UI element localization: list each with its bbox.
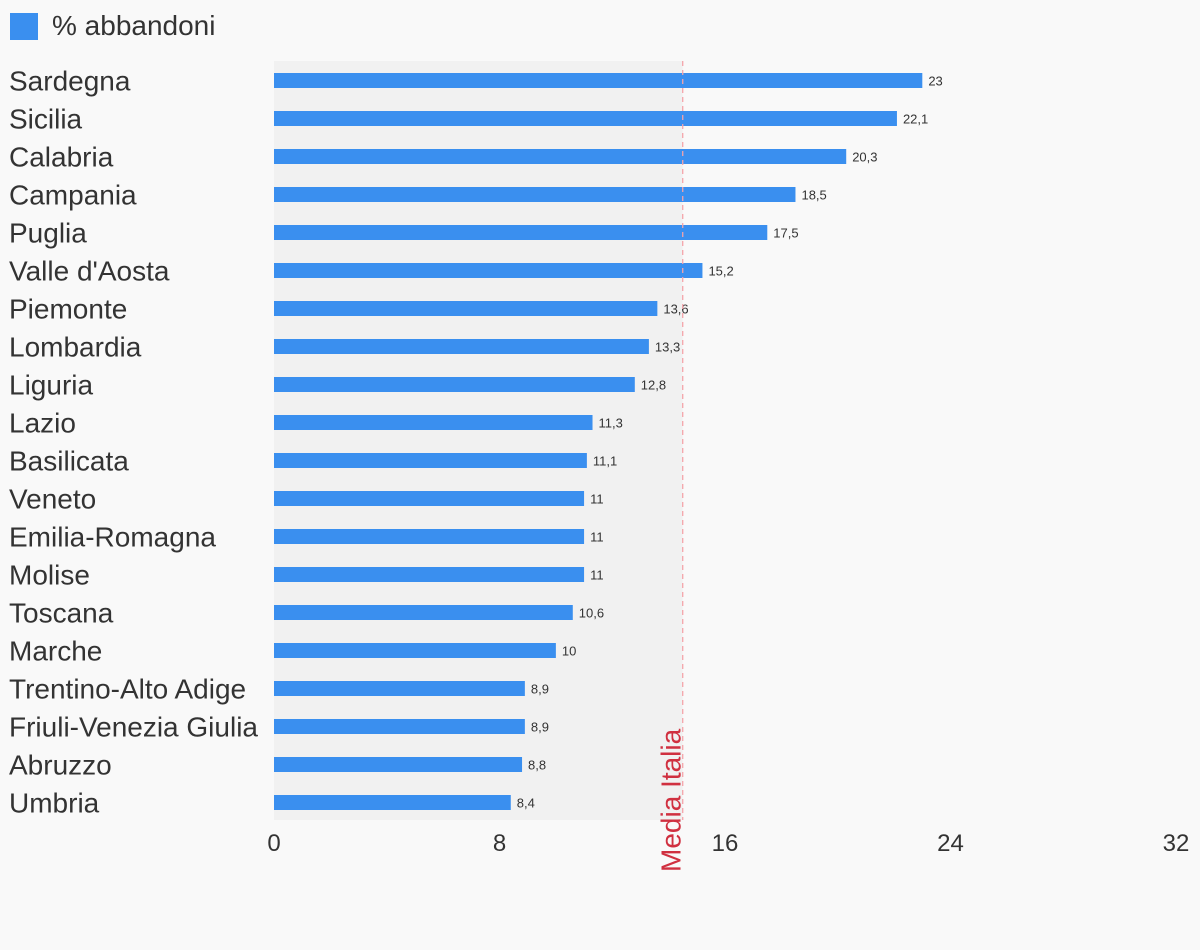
bar bbox=[274, 263, 703, 278]
value-label: 10 bbox=[562, 644, 576, 659]
reference-line-label: Media Italia bbox=[656, 728, 687, 872]
category-label: Friuli-Venezia Giulia bbox=[9, 712, 258, 743]
value-label: 11 bbox=[590, 530, 604, 545]
value-label: 13,3 bbox=[655, 340, 680, 355]
legend-label: % abbandoni bbox=[52, 10, 216, 41]
value-label: 11 bbox=[590, 492, 604, 507]
value-label: 11,1 bbox=[593, 454, 617, 469]
bar bbox=[274, 605, 573, 620]
bar bbox=[274, 111, 897, 126]
bar bbox=[274, 377, 635, 392]
category-label: Calabria bbox=[9, 142, 114, 173]
value-label: 23 bbox=[928, 74, 942, 89]
value-label: 22,1 bbox=[903, 112, 928, 127]
bar bbox=[274, 339, 649, 354]
category-label: Umbria bbox=[9, 788, 100, 819]
value-label: 10,6 bbox=[579, 606, 604, 621]
bar bbox=[274, 719, 525, 734]
bar bbox=[274, 491, 585, 506]
category-label: Liguria bbox=[9, 370, 93, 401]
category-label: Emilia-Romagna bbox=[9, 522, 216, 553]
category-label: Veneto bbox=[9, 484, 96, 515]
x-tick-label: 24 bbox=[937, 830, 964, 857]
value-label: 8,9 bbox=[531, 720, 549, 735]
value-label: 20,3 bbox=[852, 150, 877, 165]
value-label: 18,5 bbox=[801, 188, 826, 203]
category-label: Lazio bbox=[9, 408, 76, 439]
legend: % abbandoni bbox=[10, 10, 215, 42]
x-tick-label: 16 bbox=[712, 830, 739, 857]
bar bbox=[274, 73, 923, 88]
category-label: Campania bbox=[9, 180, 137, 211]
value-label: 8,8 bbox=[528, 758, 546, 773]
bar bbox=[274, 149, 847, 164]
bar bbox=[274, 225, 768, 240]
category-label: Trentino-Alto Adige bbox=[9, 674, 246, 705]
bar bbox=[274, 757, 523, 772]
value-label: 17,5 bbox=[773, 226, 798, 241]
category-label: Toscana bbox=[9, 598, 114, 629]
bar bbox=[274, 681, 525, 696]
category-label: Sardegna bbox=[9, 66, 131, 97]
value-label: 13,6 bbox=[663, 302, 688, 317]
category-label: Marche bbox=[9, 636, 102, 667]
bar bbox=[274, 795, 511, 810]
category-label: Valle d'Aosta bbox=[9, 256, 170, 287]
category-label: Sicilia bbox=[9, 104, 83, 135]
bar bbox=[274, 567, 585, 582]
category-label: Piemonte bbox=[9, 294, 127, 325]
bar bbox=[274, 643, 556, 658]
value-label: 12,8 bbox=[641, 378, 666, 393]
value-label: 8,4 bbox=[517, 796, 535, 811]
bar bbox=[274, 415, 593, 430]
bar bbox=[274, 301, 658, 316]
bar bbox=[274, 529, 585, 544]
value-label: 11 bbox=[590, 568, 604, 583]
reference-band bbox=[274, 61, 683, 820]
category-label: Abruzzo bbox=[9, 750, 112, 781]
value-label: 8,9 bbox=[531, 682, 549, 697]
legend-swatch bbox=[10, 12, 38, 40]
x-tick-label: 8 bbox=[493, 830, 506, 857]
category-label: Molise bbox=[9, 560, 90, 591]
bar bbox=[274, 187, 796, 202]
category-label: Basilicata bbox=[9, 446, 129, 477]
x-tick-label: 32 bbox=[1163, 830, 1190, 857]
category-label: Puglia bbox=[9, 218, 87, 249]
value-label: 15,2 bbox=[708, 264, 733, 279]
category-label: Lombardia bbox=[9, 332, 142, 363]
value-label: 11,3 bbox=[599, 416, 623, 431]
x-tick-label: 0 bbox=[267, 830, 280, 857]
bar bbox=[274, 453, 587, 468]
